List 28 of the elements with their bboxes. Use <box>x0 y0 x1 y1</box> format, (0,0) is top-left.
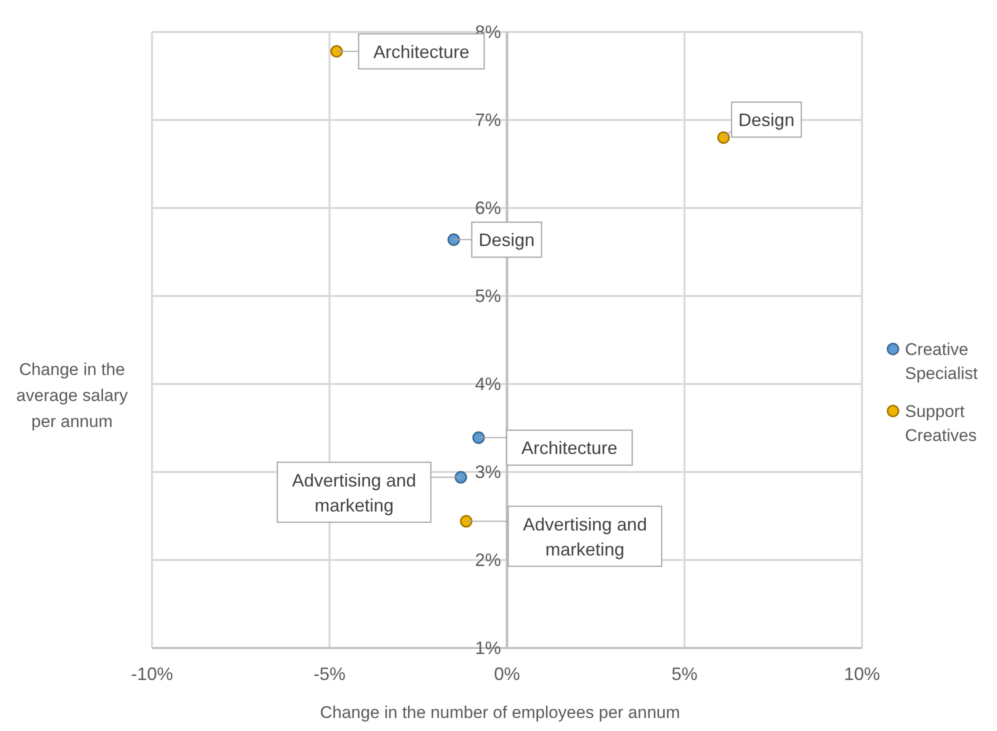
x-tick-label: -10% <box>130 664 174 684</box>
y-tick-label: 6% <box>474 198 501 218</box>
x-tick-label: -5% <box>313 664 346 684</box>
y-axis-title: Change in the average salary per annum <box>16 360 128 431</box>
x-tick-label: 10% <box>844 664 880 684</box>
annotation: Design <box>738 110 794 130</box>
point <box>460 515 472 528</box>
point <box>448 233 460 246</box>
y-tick-label: 1% <box>474 638 501 658</box>
y-tick-label: 2% <box>474 550 501 570</box>
point <box>472 431 485 444</box>
y-tick-label: 3% <box>474 462 501 482</box>
y-tick-label: 7% <box>474 110 501 130</box>
point <box>717 131 730 144</box>
annotation: Advertising and marketing <box>522 514 647 560</box>
annotation: Design <box>478 230 535 250</box>
x-tick-label: 0% <box>494 664 520 684</box>
annotation: Architecture <box>373 42 470 62</box>
x-tick-label: 5% <box>671 664 698 684</box>
annotation: Advertising and marketing <box>292 470 416 516</box>
annotation: Architecture <box>521 438 618 458</box>
legend-label: Creative Specialist <box>905 340 978 383</box>
legend-label: Support Creatives <box>905 402 977 445</box>
y-tick-label: 4% <box>474 374 501 394</box>
y-tick-label: 5% <box>474 286 501 306</box>
x-axis-title: Change in the number of employees per annum <box>320 703 680 722</box>
point <box>454 471 468 484</box>
point <box>330 45 343 58</box>
